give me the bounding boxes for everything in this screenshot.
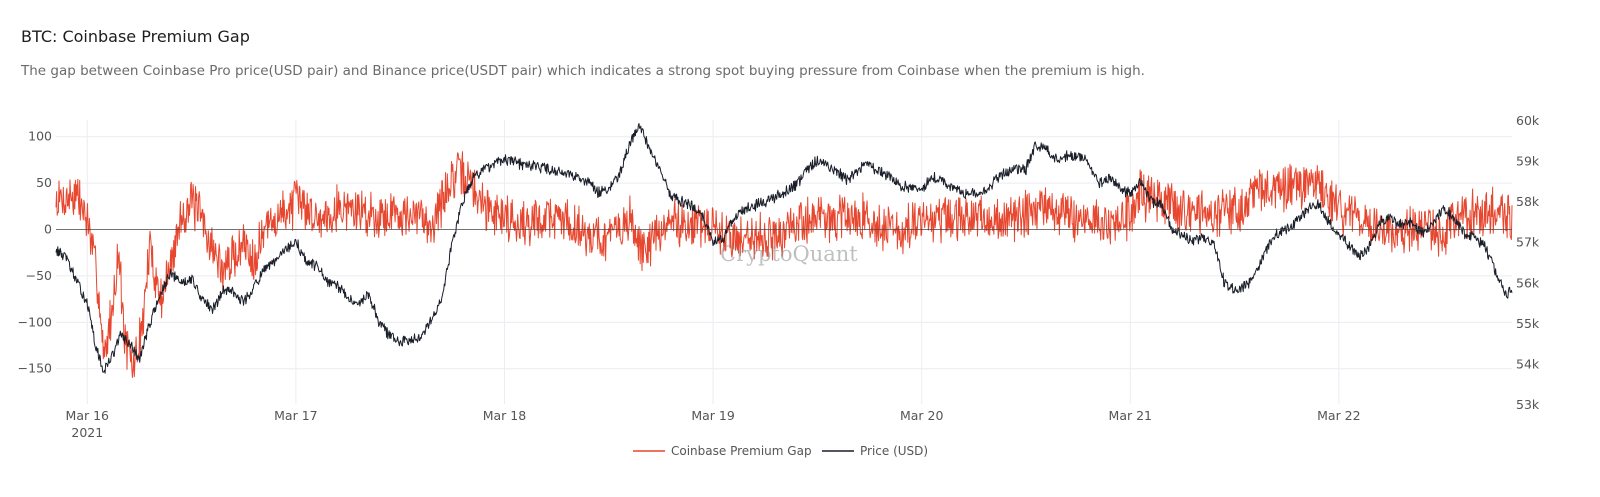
x-year-label: 2021 xyxy=(71,425,103,440)
chart-title: BTC: Coinbase Premium Gap xyxy=(21,27,250,46)
chart-subtitle: The gap between Coinbase Pro price(USD p… xyxy=(21,63,1145,79)
legend-item-label[interactable]: Coinbase Premium Gap xyxy=(671,444,812,458)
y-right-tick-label: 60k xyxy=(1516,113,1540,128)
x-tick-label: Mar 21 xyxy=(1109,408,1152,423)
x-tick-label: Mar 16 xyxy=(66,408,110,423)
y-left-tick-label: −50 xyxy=(26,268,52,283)
y-right-tick-label: 56k xyxy=(1516,275,1540,290)
y-right-tick-label: 57k xyxy=(1516,235,1540,250)
watermark: CryptoQuant xyxy=(720,242,858,266)
series-coinbase-premium-gap[interactable] xyxy=(54,151,1514,378)
y-left-tick-label: 50 xyxy=(36,175,52,190)
grid-lines xyxy=(56,120,1512,404)
x-tick-label: Mar 18 xyxy=(483,408,527,423)
series-line-coinbase-premium-gap[interactable] xyxy=(55,151,1513,378)
series-price-usd[interactable] xyxy=(54,122,1514,374)
x-tick-label: Mar 17 xyxy=(274,408,317,423)
y-right-tick-label: 59k xyxy=(1516,154,1540,169)
y-right-tick-label: 54k xyxy=(1516,356,1540,371)
x-tick-label: Mar 19 xyxy=(691,408,735,423)
y-left-tick-label: −150 xyxy=(18,361,52,376)
legend[interactable]: Coinbase Premium Gap Price (USD) xyxy=(633,444,928,458)
x-tick-label: Mar 20 xyxy=(900,408,944,423)
y-right-tick-label: 58k xyxy=(1516,194,1540,209)
x-tick-label: Mar 22 xyxy=(1317,408,1360,423)
y-left-tick-label: −100 xyxy=(18,314,52,329)
y-left-tick-label: 100 xyxy=(28,129,52,144)
series-line-price-usd-[interactable] xyxy=(55,123,1513,374)
y-right-tick-label: 55k xyxy=(1516,316,1540,331)
axes: 100 50 0 −50 −100 −150 60k 59k 58k 57k 56k 55k 54k 53… xyxy=(18,113,1540,440)
legend-item-label[interactable]: Price (USD) xyxy=(860,444,928,458)
y-left-tick-label: 0 xyxy=(44,222,52,237)
y-right-tick-label: 53k xyxy=(1516,397,1540,412)
